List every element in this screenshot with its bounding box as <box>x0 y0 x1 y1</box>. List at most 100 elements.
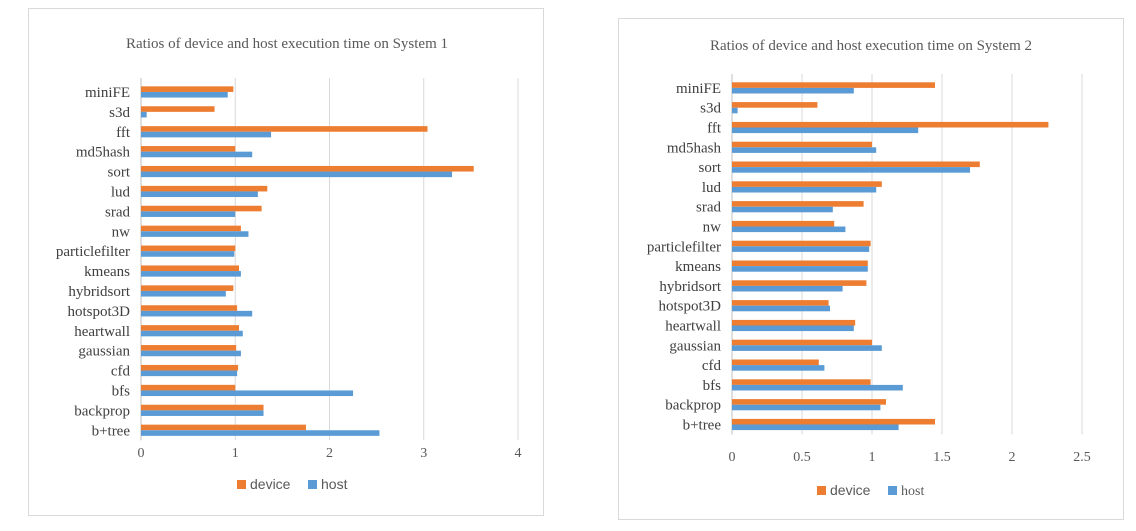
category-label: srad <box>105 204 130 220</box>
bar-host-nw <box>141 231 249 237</box>
bar-device-hotspot3D <box>732 300 829 306</box>
bar-host-cfd <box>141 370 238 377</box>
category-label: bfs <box>703 378 721 394</box>
bar-host-sort <box>141 171 453 178</box>
category-label: cfd <box>111 364 131 380</box>
bar-host-miniFE <box>141 91 228 98</box>
bar-device-b+tree <box>141 424 306 431</box>
bar-device-s3d <box>141 106 215 112</box>
category-label: nw <box>703 220 722 236</box>
bar-device-kmeans <box>732 260 868 267</box>
x-tick-label: 3 <box>420 446 427 461</box>
bar-host-s3d <box>732 107 738 114</box>
category-label: s3d <box>700 101 721 117</box>
legend-label-host: host <box>901 484 924 499</box>
bar-host-nw <box>732 226 846 233</box>
x-tick-label: 4 <box>515 446 522 461</box>
bar-host-heartwall <box>141 330 243 337</box>
bar-host-s3d <box>141 111 147 118</box>
bar-host-fft <box>732 127 919 134</box>
bar-device-sort <box>732 161 980 168</box>
category-label: kmeans <box>675 259 721 275</box>
bar-host-kmeans <box>141 271 241 277</box>
legend-swatch-device <box>817 486 826 495</box>
bar-device-particlefilter <box>732 240 871 247</box>
bar-device-fft <box>732 121 1049 128</box>
category-label: gaussian <box>78 344 130 360</box>
bar-host-particlefilter <box>141 251 235 257</box>
category-label: particlefilter <box>56 244 130 260</box>
x-tick-label: 1.5 <box>933 450 951 465</box>
category-label: sort <box>699 160 722 176</box>
bar-host-sort <box>732 167 970 173</box>
category-label: heartwall <box>665 319 721 335</box>
bar-host-hybridsort <box>732 285 843 292</box>
bar-host-miniFE <box>732 87 854 94</box>
bar-device-bfs <box>732 379 871 385</box>
legend-label-device: device <box>250 476 291 492</box>
category-label: hybridsort <box>68 284 130 300</box>
bar-host-particlefilter <box>732 246 870 252</box>
bar-host-srad <box>141 211 236 217</box>
bar-host-hotspot3D <box>141 310 253 317</box>
legend-label-device: device <box>830 482 871 498</box>
bar-device-srad <box>732 201 864 207</box>
bar-host-kmeans <box>732 266 868 272</box>
chart-system-1: Ratios of device and host execution time… <box>56 36 522 492</box>
bar-device-gaussian <box>141 345 237 351</box>
category-label: s3d <box>109 105 130 121</box>
bar-device-b+tree <box>732 418 935 425</box>
bar-device-cfd <box>732 359 819 366</box>
category-label: hotspot3D <box>658 299 721 315</box>
category-label: fft <box>707 121 722 137</box>
bar-host-bfs <box>732 384 903 391</box>
category-label: lud <box>702 180 722 196</box>
bar-host-bfs <box>141 390 354 397</box>
x-tick-label: 0 <box>729 450 736 465</box>
category-label: md5hash <box>667 140 722 156</box>
category-label: b+tree <box>92 423 131 439</box>
category-label: fft <box>116 125 131 141</box>
category-label: particlefilter <box>647 239 721 255</box>
bar-device-kmeans <box>141 265 240 272</box>
category-label: backprop <box>665 398 721 414</box>
category-label: gaussian <box>669 338 721 354</box>
x-tick-label: 0.5 <box>793 450 811 465</box>
bar-device-backprop <box>732 399 886 405</box>
bar-host-gaussian <box>141 350 241 357</box>
bar-device-srad <box>141 205 262 212</box>
x-tick-label: 1 <box>869 450 876 465</box>
bar-device-nw <box>732 220 835 227</box>
bar-device-hybridsort <box>732 280 867 286</box>
chart-system-2: Ratios of device and host execution time… <box>647 38 1091 499</box>
bar-host-backprop <box>141 410 264 416</box>
category-label: heartwall <box>74 324 130 340</box>
bar-host-lud <box>732 186 877 193</box>
legend-label-host: host <box>321 476 348 492</box>
bar-device-bfs <box>141 384 236 391</box>
bar-device-md5hash <box>141 146 236 152</box>
bar-device-miniFE <box>732 82 935 88</box>
legend-swatch-host <box>888 486 897 495</box>
bar-device-cfd <box>141 364 239 371</box>
bar-device-hotspot3D <box>141 305 238 311</box>
bar-host-fft <box>141 131 272 138</box>
bar-device-miniFE <box>141 86 234 92</box>
bar-host-b+tree <box>732 424 899 431</box>
bar-host-lud <box>141 191 258 198</box>
category-label: cfd <box>702 358 722 374</box>
category-label: sort <box>108 165 131 181</box>
bar-host-md5hash <box>141 151 253 158</box>
bar-device-gaussian <box>732 339 872 346</box>
category-label: md5hash <box>76 145 131 161</box>
bar-device-heartwall <box>141 325 240 331</box>
bar-host-md5hash <box>732 147 877 153</box>
bar-device-heartwall <box>732 319 856 326</box>
x-tick-label: 2.5 <box>1073 450 1091 465</box>
category-label: bfs <box>112 383 130 399</box>
category-label: b+tree <box>683 418 722 434</box>
bar-host-heartwall <box>732 325 854 332</box>
legend-swatch-device <box>237 480 246 489</box>
bar-device-sort <box>141 165 474 172</box>
bar-device-backprop <box>141 404 264 411</box>
